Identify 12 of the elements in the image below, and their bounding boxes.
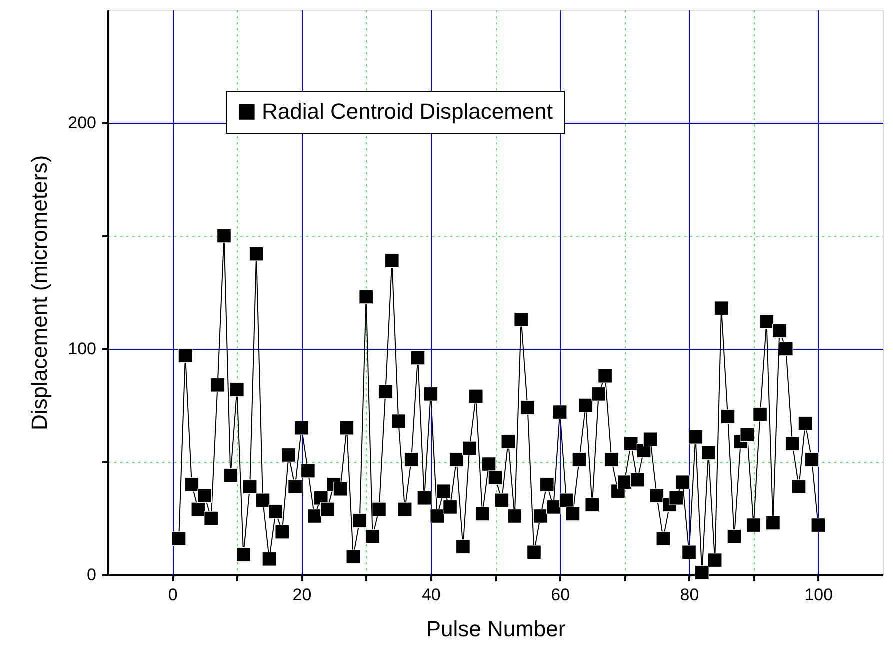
x-tick-label: 100 (804, 586, 834, 604)
x-tick-label: 60 (551, 586, 570, 604)
x-tick-label: 80 (680, 586, 700, 604)
y-axis-title: Displacement (micrometers) (27, 155, 52, 431)
x-tick-label: 20 (292, 586, 312, 604)
y-tick-label: 0 (87, 566, 96, 584)
x-tick-label: 0 (168, 586, 178, 604)
x-axis-title: Pulse Number (426, 616, 566, 642)
y-tick-label: 200 (68, 114, 96, 132)
legend-label: Radial Centroid Displacement (262, 99, 554, 124)
y-tick-label: 100 (68, 340, 96, 358)
x-tick-label: 40 (422, 586, 441, 604)
